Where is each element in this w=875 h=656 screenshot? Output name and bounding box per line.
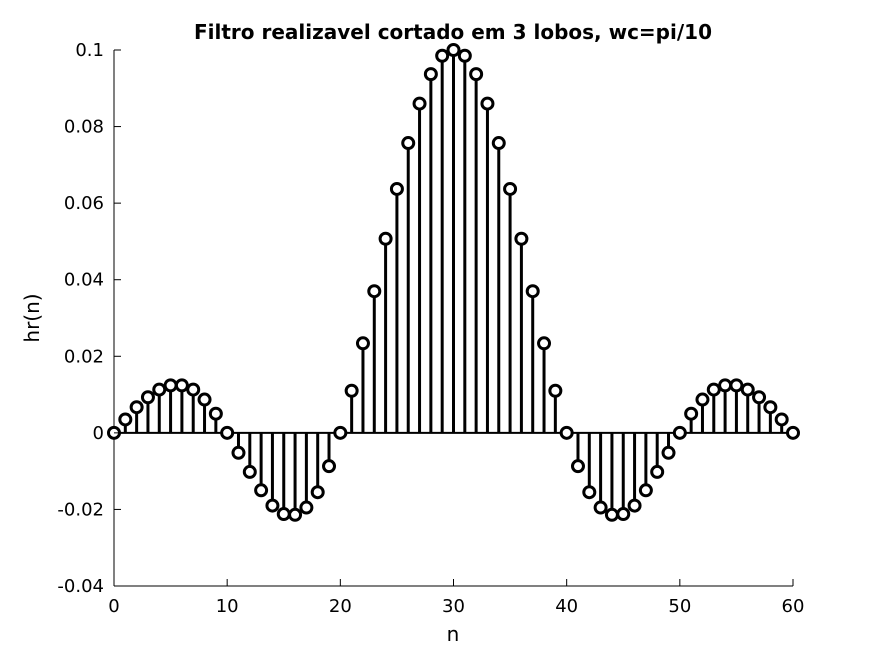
y-tick-label: 0 <box>93 423 104 444</box>
stem-marker <box>718 378 733 393</box>
stem-marker <box>537 336 552 351</box>
stem-marker <box>695 392 710 407</box>
stem-marker <box>355 336 370 351</box>
x-tick-label: 30 <box>442 596 465 617</box>
x-tick-label: 20 <box>329 596 352 617</box>
stem-marker <box>740 382 755 397</box>
stem-marker <box>672 425 687 440</box>
stem-marker <box>729 378 744 393</box>
stem-marker <box>378 231 393 246</box>
stem-marker <box>242 464 257 479</box>
y-tick-label: 0.06 <box>64 193 104 214</box>
y-tick-label: -0.04 <box>57 576 104 597</box>
stem-marker <box>650 464 665 479</box>
stem-marker <box>310 485 325 500</box>
stem-marker <box>774 412 789 427</box>
stem-marker <box>638 483 653 498</box>
stem-marker <box>423 67 438 82</box>
x-tick-label: 10 <box>216 596 239 617</box>
y-tick-label: 0.02 <box>64 346 104 367</box>
y-tick-label: 0.1 <box>75 40 104 61</box>
stem-marker <box>661 445 676 460</box>
y-tick-label: -0.02 <box>57 499 104 520</box>
stem-marker <box>491 136 506 151</box>
stem-marker <box>344 383 359 398</box>
stem-marker <box>129 400 144 415</box>
y-tick-label: 0.08 <box>64 117 104 138</box>
stem-marker <box>174 378 189 393</box>
stem-marker <box>412 96 427 111</box>
stem-marker <box>763 400 778 415</box>
x-tick-label: 60 <box>782 596 805 617</box>
stem-marker <box>752 390 767 405</box>
stem-marker <box>140 390 155 405</box>
stem-marker <box>570 459 585 474</box>
stem-marker <box>231 445 246 460</box>
stem-marker <box>322 459 337 474</box>
stem-marker <box>627 498 642 513</box>
stem-marker <box>288 507 303 522</box>
stem-marker <box>706 382 721 397</box>
stem-marker <box>457 48 472 63</box>
markers-layer <box>107 43 800 522</box>
stem-marker <box>152 382 167 397</box>
stem-marker <box>548 383 563 398</box>
stem-marker <box>208 406 223 421</box>
stem-marker <box>197 392 212 407</box>
ticks-layer: 0 10 20 30 40 50 60 -0.04 -0.02 0 0.02 0.04 0.06 0.08… <box>57 40 804 617</box>
stem-marker <box>389 181 404 196</box>
stem-marker <box>480 96 495 111</box>
stem-marker <box>582 485 597 500</box>
stem-marker <box>525 284 540 299</box>
stem-marker <box>786 425 800 440</box>
stems-layer <box>123 50 784 515</box>
stem-marker <box>514 231 529 246</box>
y-tick-label: 0.04 <box>64 270 104 291</box>
stem-marker <box>118 412 133 427</box>
stem-marker <box>559 425 574 440</box>
x-tick-label: 0 <box>108 596 119 617</box>
stem-marker <box>435 48 450 63</box>
chart-title: Filtro realizavel cortado em 3 lobos, wc… <box>194 20 712 44</box>
stem-marker <box>186 382 201 397</box>
stem-marker <box>604 507 619 522</box>
stem-marker <box>367 284 382 299</box>
stem-marker <box>265 498 280 513</box>
stem-marker <box>254 483 269 498</box>
stem-marker <box>469 67 484 82</box>
stem-marker <box>616 507 631 522</box>
stem-marker <box>684 406 699 421</box>
x-axis-label: n <box>447 622 460 646</box>
x-tick-label: 40 <box>555 596 578 617</box>
y-axis-label: hr(n) <box>20 293 44 342</box>
x-tick-label: 50 <box>668 596 691 617</box>
stem-marker <box>220 425 235 440</box>
stem-marker <box>401 136 416 151</box>
stem-marker <box>333 425 348 440</box>
stem-marker <box>299 500 314 515</box>
stem-marker <box>503 181 518 196</box>
stem-marker <box>446 43 461 57</box>
stem-marker <box>276 507 291 522</box>
stem-marker <box>163 378 178 393</box>
stem-marker <box>593 500 608 515</box>
